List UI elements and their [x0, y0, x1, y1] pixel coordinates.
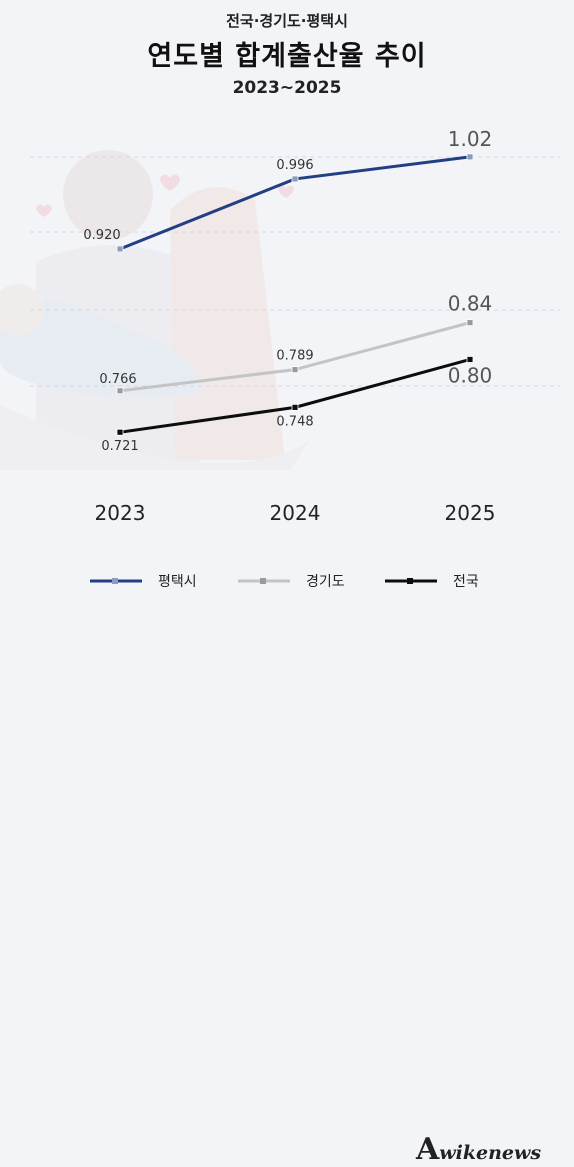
- x-tick-label: 2024: [270, 501, 321, 525]
- legend-label-pyeongtaek: 평택시: [158, 574, 197, 590]
- data-point: [466, 356, 474, 363]
- data-label: 0.748: [276, 414, 313, 429]
- legend-item-national: 전국: [383, 566, 479, 596]
- data-label: 0.996: [276, 158, 313, 173]
- data-point: [116, 387, 124, 395]
- data-label: 0.80: [448, 363, 493, 387]
- data-label: 0.721: [101, 439, 138, 454]
- data-point: [291, 175, 299, 183]
- legend: 평택시 경기도 전국 Awikenews: [0, 566, 574, 1167]
- legend-swatch-pyeongtaek: [90, 578, 142, 584]
- data-label: 1.02: [448, 127, 493, 151]
- data-point: [291, 403, 299, 411]
- legend-swatch-national: [385, 578, 437, 584]
- data-point: [116, 428, 124, 436]
- data-label: 0.766: [99, 372, 136, 387]
- family-illustration: [0, 150, 310, 470]
- legend-item-gyeonggi: 경기도: [236, 566, 345, 596]
- x-axis: 2023 2024 2025: [95, 501, 496, 525]
- heart-icon: [278, 185, 294, 198]
- data-label: 0.84: [448, 292, 493, 316]
- chart-title: 연도별 합계출산율 추이: [147, 41, 427, 72]
- heart-icon: [36, 204, 52, 217]
- legend-label-gyeonggi: 경기도: [306, 574, 345, 590]
- x-tick-label: 2025: [445, 501, 496, 525]
- data-label: 0.789: [276, 349, 313, 364]
- grid-lines: [30, 156, 560, 387]
- legend-swatch-gyeonggi: [238, 578, 290, 584]
- data-point: [116, 245, 124, 253]
- logo-text: wikenews: [439, 1142, 542, 1164]
- data-point: [466, 319, 474, 327]
- legend-item-pyeongtaek: 평택시: [88, 566, 197, 596]
- legend-label-national: 전국: [453, 574, 479, 590]
- heart-icon: [160, 174, 180, 191]
- x-tick-label: 2023: [95, 501, 146, 525]
- data-point: [291, 366, 299, 374]
- chart-subtitle: 2023~2025: [232, 78, 342, 98]
- logo-letter: A: [416, 1132, 440, 1167]
- chart-supertitle: 전국·경기도·평택시: [226, 12, 348, 30]
- data-point: [466, 153, 474, 161]
- data-label: 0.920: [83, 228, 120, 243]
- wikenews-logo: Awikenews: [416, 1132, 541, 1167]
- series-layer: 0.920 0.996 1.02 0.766 0.789 0.84 0.721 0.748 0.…: [83, 127, 492, 454]
- line-chart: 0.920 0.996 1.02 0.766 0.789 0.84 0.721 0.748 0.…: [0, 127, 560, 525]
